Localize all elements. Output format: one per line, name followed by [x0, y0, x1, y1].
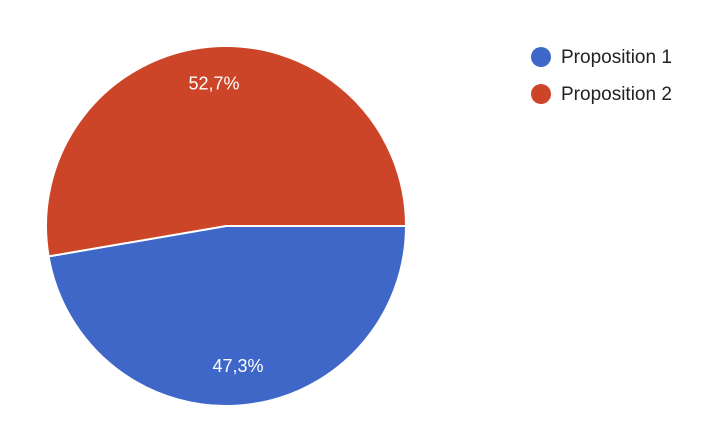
legend-label: Proposition 1 [561, 47, 672, 68]
slice-label: 52,7% [188, 73, 239, 93]
pie-slice [47, 225, 408, 407]
legend-marker [531, 84, 551, 104]
legend-marker [531, 47, 551, 67]
slice-label: 47,3% [213, 356, 264, 376]
legend-label: Proposition 2 [561, 84, 672, 105]
pie-slice [45, 45, 408, 258]
